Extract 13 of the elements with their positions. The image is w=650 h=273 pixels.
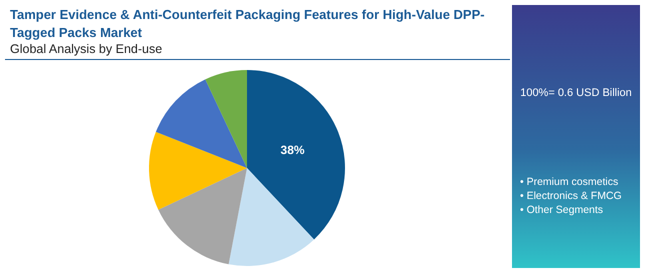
text: • Electronics & FMCG [520, 189, 622, 203]
chart-title: Tamper Evidence & Anti-Counterfeit Packaging Features for High-Value DPP-Tagged Packs Market [10, 6, 486, 42]
pie-slice [247, 70, 345, 240]
pie-slice [149, 132, 247, 210]
pie-slice [228, 168, 314, 266]
pie-slice [205, 70, 247, 168]
text: • Other Segments [520, 203, 604, 217]
pie-slice [156, 79, 247, 168]
text: • Premium cosmetics [520, 175, 620, 189]
chart-subtitle: Global Analysis by End-use [10, 42, 162, 56]
pie-slice [158, 168, 247, 264]
data-label: 38% [280, 143, 305, 158]
text: 100%= 0.6 USD Billion [519, 87, 633, 99]
